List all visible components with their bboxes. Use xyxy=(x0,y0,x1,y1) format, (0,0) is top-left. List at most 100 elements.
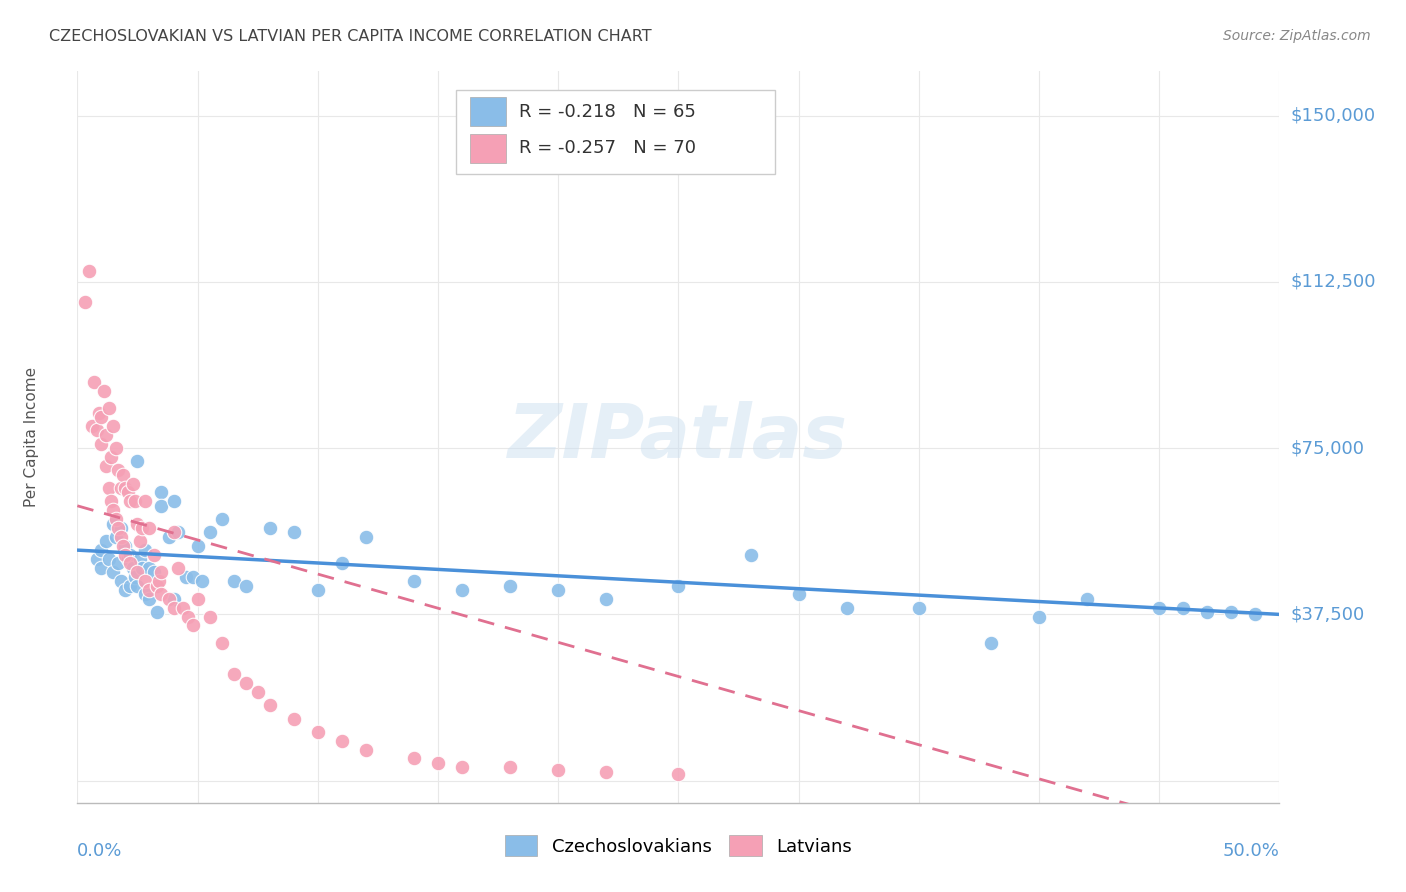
Point xyxy=(150,485,173,500)
Point xyxy=(121,476,143,491)
Point xyxy=(97,552,120,566)
Point xyxy=(143,548,166,562)
Text: Source: ZipAtlas.com: Source: ZipAtlas.com xyxy=(1223,29,1371,43)
Point xyxy=(127,454,149,468)
Point xyxy=(547,582,569,597)
Point xyxy=(211,636,233,650)
Text: 0.0%: 0.0% xyxy=(77,842,122,860)
Point xyxy=(162,525,184,540)
Point xyxy=(150,566,173,580)
Point xyxy=(145,605,167,619)
Point xyxy=(222,574,245,589)
Point xyxy=(1028,609,1050,624)
Point xyxy=(235,676,257,690)
Point xyxy=(246,685,269,699)
Point xyxy=(167,525,190,540)
Point xyxy=(283,712,305,726)
Point xyxy=(162,494,184,508)
Point xyxy=(172,600,194,615)
Point xyxy=(181,618,204,632)
Point xyxy=(1076,591,1098,606)
Point xyxy=(120,494,142,508)
Point xyxy=(1220,605,1243,619)
Point xyxy=(96,458,118,473)
Point xyxy=(177,609,200,624)
Text: $75,000: $75,000 xyxy=(1291,439,1365,458)
Point xyxy=(1197,605,1219,619)
Point xyxy=(131,561,153,575)
Point xyxy=(73,294,96,309)
Point xyxy=(354,530,377,544)
Point xyxy=(128,534,150,549)
Point xyxy=(740,548,762,562)
Point xyxy=(330,557,353,571)
Point xyxy=(451,582,474,597)
Point xyxy=(157,591,180,606)
Point xyxy=(110,530,132,544)
Point xyxy=(128,552,150,566)
Point xyxy=(96,428,118,442)
Point xyxy=(174,570,197,584)
Point xyxy=(138,561,160,575)
Point xyxy=(1244,607,1267,622)
Point xyxy=(150,499,173,513)
Point xyxy=(191,574,214,589)
Point xyxy=(150,587,173,601)
Point xyxy=(86,552,108,566)
Point xyxy=(107,521,129,535)
Point xyxy=(451,760,474,774)
Point xyxy=(547,763,569,777)
Point xyxy=(354,742,377,756)
Point xyxy=(402,574,425,589)
Point xyxy=(138,582,160,597)
Point xyxy=(259,698,281,713)
Point xyxy=(100,450,122,464)
Text: ZIPatlas: ZIPatlas xyxy=(509,401,848,474)
Point xyxy=(86,424,108,438)
Point xyxy=(186,539,209,553)
Point xyxy=(134,494,156,508)
Point xyxy=(235,578,257,592)
Point xyxy=(90,543,112,558)
Point xyxy=(90,410,112,425)
Point xyxy=(402,751,425,765)
Point xyxy=(117,552,139,566)
Point xyxy=(103,516,125,531)
Point xyxy=(114,539,136,553)
Point xyxy=(87,406,110,420)
Point xyxy=(499,578,522,592)
Text: 50.0%: 50.0% xyxy=(1223,842,1279,860)
Point xyxy=(80,419,103,434)
Bar xyxy=(471,134,506,162)
Point xyxy=(499,760,522,774)
Point xyxy=(97,401,120,416)
Point xyxy=(162,600,184,615)
Point xyxy=(134,587,156,601)
Point xyxy=(96,534,118,549)
Point xyxy=(83,375,105,389)
Point xyxy=(330,733,353,747)
Point xyxy=(143,566,166,580)
Point xyxy=(198,525,221,540)
Point xyxy=(110,574,132,589)
Point xyxy=(90,436,112,450)
Bar xyxy=(471,97,506,127)
Text: R = -0.218   N = 65: R = -0.218 N = 65 xyxy=(519,103,696,120)
Point xyxy=(131,521,153,535)
Point xyxy=(595,591,617,606)
Point xyxy=(1149,600,1171,615)
Point xyxy=(103,503,125,517)
Point xyxy=(148,574,170,589)
Point xyxy=(120,578,142,592)
Point xyxy=(107,463,129,477)
Point xyxy=(127,566,149,580)
Point xyxy=(111,539,134,553)
Point xyxy=(186,591,209,606)
Point xyxy=(104,530,127,544)
Point xyxy=(114,582,136,597)
Point xyxy=(117,485,139,500)
Point xyxy=(595,764,617,779)
Point xyxy=(787,587,810,601)
Point xyxy=(127,578,149,592)
Point xyxy=(114,481,136,495)
